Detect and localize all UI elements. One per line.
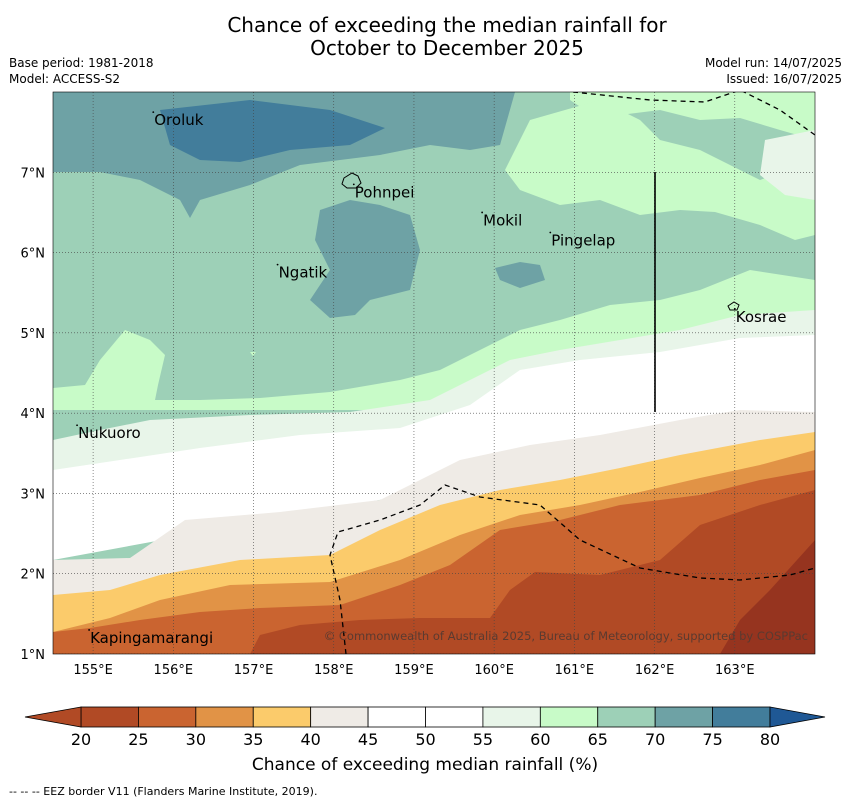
map-frame — [52, 91, 816, 655]
band-70-75-central — [310, 200, 420, 318]
place-marker — [76, 424, 78, 427]
colorbar-tick-label: 25 — [128, 730, 148, 749]
contour-fills — [53, 92, 815, 654]
latitude-axis: 1°N 2°N 3°N 4°N 5°N 6°N 7°N — [21, 166, 46, 663]
band-below-20 — [720, 540, 815, 654]
lon-tick-label: 160°E — [474, 663, 514, 678]
base-period: Base period: 1981-2018 — [9, 56, 154, 70]
lat-tick-label: 2°N — [21, 568, 46, 583]
colorbar-tick-label: 40 — [300, 730, 320, 749]
lat-tick-label: 3°N — [21, 487, 46, 502]
lon-tick-label: 156°E — [154, 663, 194, 678]
colorbar-tick-label: 35 — [243, 730, 263, 749]
colorbar-segment — [80, 706, 139, 728]
place-label: Kapingamarangi — [90, 629, 213, 647]
place-marker — [733, 307, 736, 310]
colorbar: 20 25 30 35 40 45 50 55 60 65 70 75 80 — [24, 706, 826, 749]
band-70-75-east — [495, 262, 545, 288]
place-marker — [88, 629, 90, 631]
colorbar-tick-label: 60 — [530, 730, 550, 749]
place-label: Kosrae — [736, 308, 787, 326]
colorbar-segment — [597, 706, 656, 728]
lat-tick-label: 7°N — [21, 166, 46, 181]
colorbar-segment — [252, 706, 312, 728]
colorbar-tick-label: 45 — [358, 730, 378, 749]
place-marker — [152, 111, 155, 113]
small-green-patch — [250, 352, 256, 356]
place-labels: Oroluk Pohnpei Mokil Pingelap Ngatik Kosrae Nu… — [76, 111, 786, 647]
islands — [341, 172, 740, 311]
place-label: Pingelap — [551, 232, 615, 250]
band-60-65-northeast — [570, 92, 815, 140]
eez-border-north — [572, 92, 815, 136]
colorbar-segment — [539, 706, 599, 728]
model-run: Model run: 14/07/2025 — [704, 56, 842, 70]
lon-tick-label: 157°E — [234, 663, 274, 678]
place-label: Ngatik — [279, 264, 328, 282]
colorbar-low-arrow — [24, 706, 82, 728]
colorbar-segment — [425, 706, 484, 728]
colorbar-tick-label: 70 — [645, 730, 665, 749]
eez-borders — [329, 92, 815, 654]
lat-tick-label: 5°N — [21, 327, 46, 342]
colorbar-segment — [138, 706, 197, 728]
colorbar-label: Chance of exceeding median rainfall (%) — [251, 755, 599, 775]
band-60-65-northeast-inner — [505, 100, 815, 240]
place-marker — [352, 183, 355, 186]
pohnpei-island — [341, 172, 362, 189]
colorbar-tick-label: 65 — [588, 730, 608, 749]
graticule — [53, 92, 815, 654]
lon-tick-label: 158°E — [314, 663, 354, 678]
model-name: Model: ACCESS-S2 — [9, 72, 121, 86]
colorbar-tick-label: 75 — [702, 730, 722, 749]
place-marker — [481, 211, 484, 214]
colorbar-tick-label: 50 — [415, 730, 435, 749]
lon-tick-label: 155°E — [73, 663, 113, 678]
place-marker — [549, 231, 552, 234]
band-20-25 — [250, 490, 815, 654]
lon-tick-label: 159°E — [394, 663, 434, 678]
lon-tick-label: 162°E — [635, 663, 675, 678]
copyright-notice: © Commonwealth of Australia 2025, Bureau… — [324, 629, 808, 643]
colorbar-segment — [195, 706, 254, 728]
colorbar-segment — [367, 706, 426, 728]
lat-tick-label: 6°N — [21, 247, 46, 262]
meta-right: Model run: 14/07/2025 Issued: 16/07/2025 — [705, 55, 842, 87]
kosrae-island — [727, 301, 740, 311]
place-marker — [276, 263, 279, 266]
colorbar-tick-label: 20 — [71, 730, 91, 749]
lat-tick-label: 4°N — [21, 407, 46, 422]
colorbar-segment — [654, 706, 713, 728]
place-label: Pohnpei — [355, 183, 415, 201]
lat-tick-label: 1°N — [21, 648, 46, 663]
lon-tick-label: 163°E — [715, 663, 755, 678]
band-75-80 — [160, 100, 385, 162]
colorbar-segment — [712, 706, 771, 728]
footer-note: -- -- -- EEZ border V11 (Flanders Marine… — [9, 785, 318, 798]
title-line-2: October to December 2025 — [310, 36, 584, 60]
band-55-60-northeast — [760, 130, 815, 200]
colorbar-segment — [310, 706, 369, 728]
colorbar-tick-label: 55 — [473, 730, 493, 749]
longitude-axis: 155°E 156°E 157°E 158°E 159°E 160°E 161°E 162°E… — [73, 663, 754, 678]
issued-date: Issued: 16/07/2025 — [726, 72, 842, 86]
lon-tick-label: 161°E — [555, 663, 595, 678]
band-45-55 — [53, 335, 815, 560]
colorbar-segment — [482, 706, 541, 728]
map-title: Chance of exceeding the median rainfall … — [0, 14, 850, 60]
title-line-1: Chance of exceeding the median rainfall … — [227, 13, 667, 37]
colorbar-high-arrow — [769, 706, 826, 728]
colorbar-tick-label: 30 — [186, 730, 206, 749]
colorbar-tick-label: 80 — [760, 730, 780, 749]
place-label: Nukuoro — [78, 424, 141, 442]
eez-border-south — [329, 484, 815, 654]
place-label: Mokil — [483, 211, 522, 229]
place-label: Oroluk — [154, 111, 203, 129]
meta-left: Base period: 1981-2018 Model: ACCESS-S2 — [9, 55, 154, 87]
